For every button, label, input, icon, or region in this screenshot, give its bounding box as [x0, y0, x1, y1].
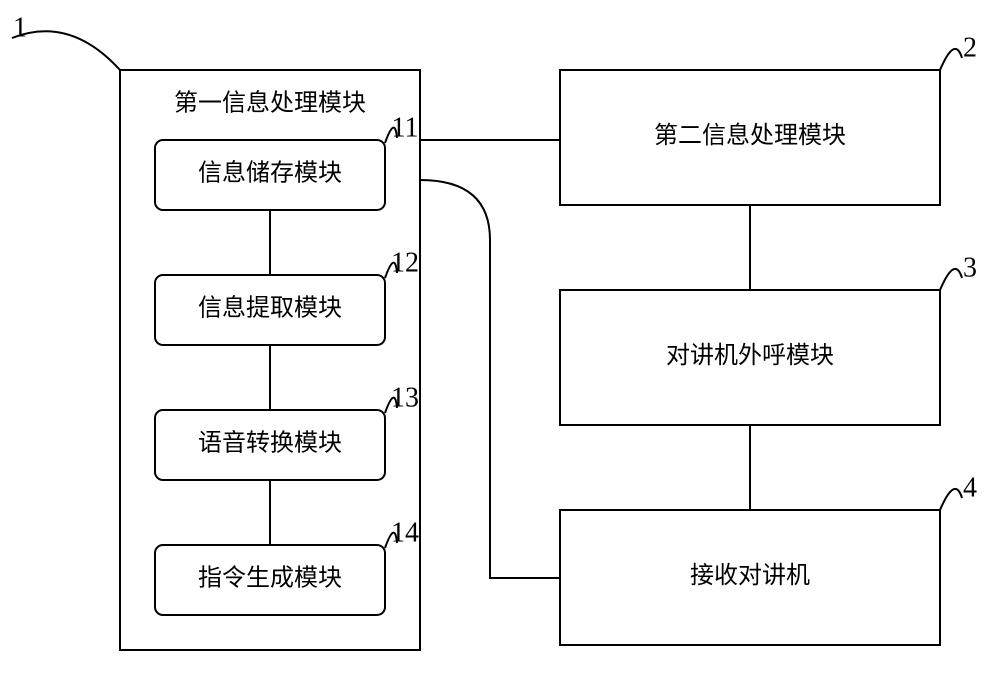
node-module4: 接收对讲机 4: [560, 472, 977, 645]
node-module1-label: 第一信息处理模块: [174, 90, 366, 117]
callout-number-module3: 3: [963, 252, 977, 283]
callout-leader-module1: [12, 31, 120, 70]
callout-leader-module2: [940, 49, 962, 70]
node-sub14-label: 指令生成模块: [198, 565, 342, 592]
callout-number-sub14: 14: [391, 517, 419, 548]
node-module2-label: 第二信息处理模块: [654, 122, 846, 149]
callout-number-module4: 4: [963, 472, 977, 503]
callout-leader-module4: [940, 489, 962, 510]
node-sub11-label: 信息储存模块: [198, 160, 342, 187]
system-block-diagram: 第一信息处理模块 1 信息储存模块 11 信息提取模块 12 语音转换模块 13 指令生成模块 1…: [0, 0, 1000, 674]
callout-number-module1: 1: [13, 12, 27, 43]
callout-number-sub11: 11: [392, 112, 419, 143]
node-module4-label: 接收对讲机: [690, 562, 810, 589]
callout-number-module2: 2: [963, 32, 977, 63]
node-sub12-label: 信息提取模块: [198, 295, 342, 322]
node-module3-label: 对讲机外呼模块: [666, 342, 834, 369]
edge-module1-module4: [420, 180, 560, 578]
callout-number-sub12: 12: [391, 247, 419, 278]
callout-number-sub13: 13: [391, 382, 419, 413]
node-module1: 第一信息处理模块 1: [12, 12, 420, 650]
callout-leader-module3: [940, 269, 962, 290]
node-sub12: 信息提取模块 12: [155, 247, 419, 345]
node-sub11: 信息储存模块 11: [155, 112, 418, 210]
node-module2: 第二信息处理模块 2: [560, 32, 977, 205]
node-sub14: 指令生成模块 14: [155, 517, 419, 615]
node-sub13-label: 语音转换模块: [198, 430, 342, 457]
node-sub13: 语音转换模块 13: [155, 382, 419, 480]
node-module3: 对讲机外呼模块 3: [560, 252, 977, 425]
